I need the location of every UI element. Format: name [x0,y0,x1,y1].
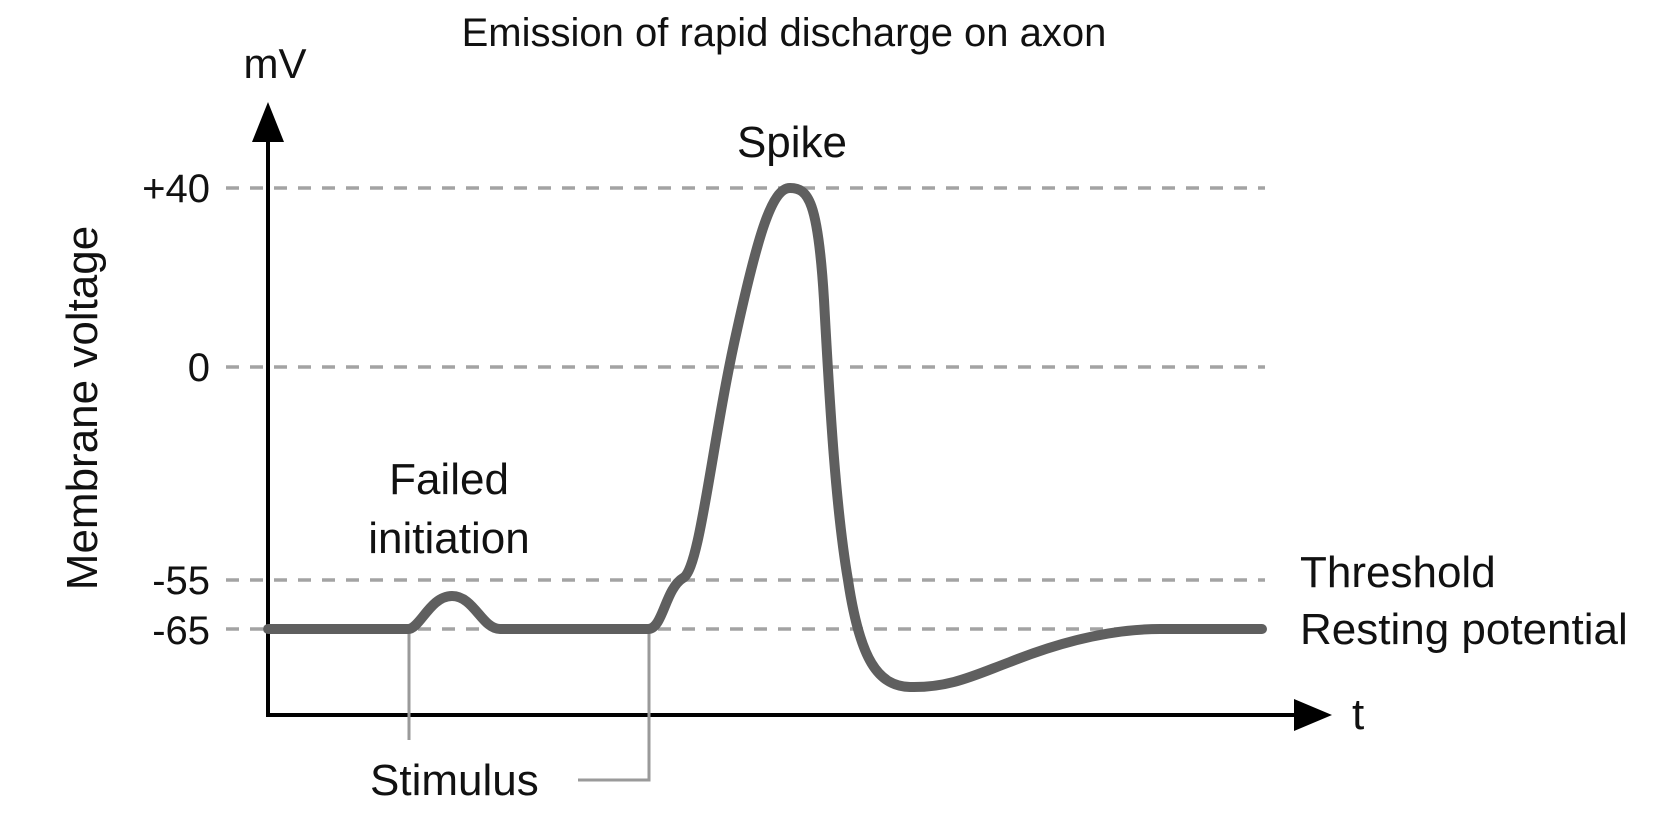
tick-label-zero: 0 [188,346,210,390]
stimulus-label: Stimulus [370,756,539,805]
failed-initiation-label-line2: initiation [368,514,529,563]
tick-label-plus40: +40 [142,167,210,211]
membrane-potential-trace [263,183,1267,693]
y-axis-title: Membrane voltage [58,226,107,590]
threshold-label: Threshold [1300,548,1496,597]
diagram-title: Emission of rapid discharge on axon [462,11,1107,55]
stimulus-leader-second [578,629,651,782]
y-axis-arrowhead [252,102,284,142]
x-axis-label: t [1352,690,1364,739]
failed-initiation-label-line1: Failed [389,455,509,504]
y-axis-unit: mV [244,40,307,87]
resting-potential-label: Resting potential [1300,605,1628,654]
tick-label-minus55: -55 [152,559,210,603]
tick-label-minus65: -65 [152,609,210,653]
spike-label: Spike [737,118,847,167]
x-axis-arrowhead [1294,699,1332,731]
